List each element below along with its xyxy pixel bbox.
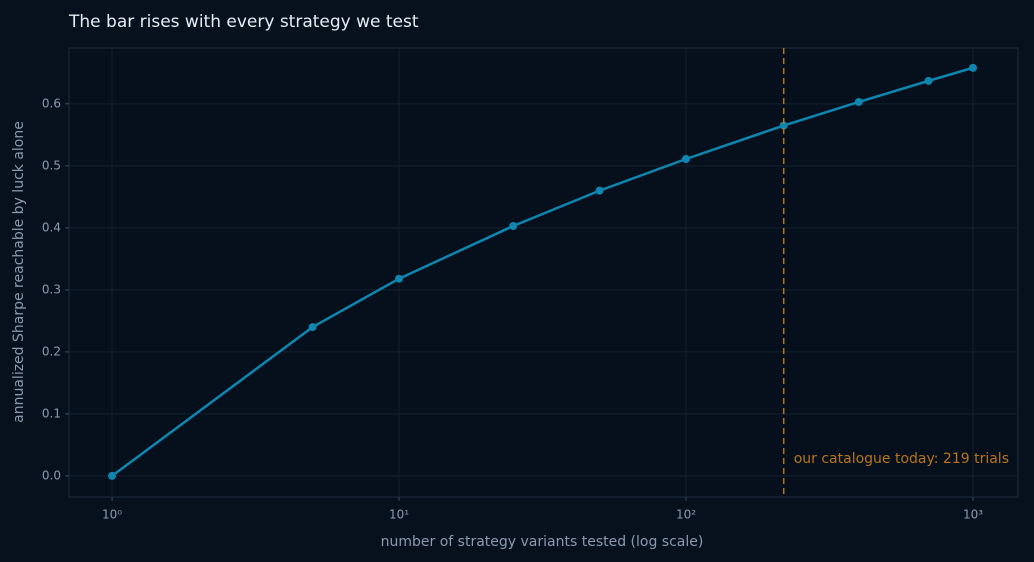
- y-tick-label: 0.5: [42, 158, 61, 172]
- annotation: our catalogue today: 219 trials: [794, 451, 1009, 467]
- data-point: [682, 155, 691, 164]
- data-line: [111, 66, 974, 477]
- x-tick-label: 10³: [963, 508, 983, 522]
- data-point: [779, 121, 788, 130]
- x-tick-label: 10²: [676, 508, 696, 522]
- data-point: [595, 186, 604, 195]
- y-axis-label: annualized Sharpe reachable by luck alon…: [11, 121, 27, 423]
- y-tick-label: 0.1: [42, 406, 61, 420]
- data-point: [509, 221, 518, 230]
- data-point: [968, 63, 977, 72]
- y-tick-label: 0.0: [42, 468, 61, 482]
- data-point: [308, 323, 317, 332]
- data-point: [395, 274, 404, 283]
- x-tick-label: 10⁰: [102, 508, 122, 522]
- data-point: [924, 76, 933, 85]
- y-tick-label: 0.2: [42, 344, 61, 358]
- plot-area: [68, 47, 1019, 498]
- y-tick-label: 0.6: [42, 96, 61, 110]
- data-point: [108, 471, 117, 480]
- y-tick-label: 0.3: [42, 282, 61, 296]
- x-axis-label: number of strategy variants tested (log …: [381, 534, 704, 550]
- y-tick-label: 0.4: [42, 220, 61, 234]
- chart-title: The bar rises with every strategy we tes…: [68, 12, 419, 32]
- x-tick-label: 10¹: [389, 508, 409, 522]
- data-point: [854, 97, 863, 106]
